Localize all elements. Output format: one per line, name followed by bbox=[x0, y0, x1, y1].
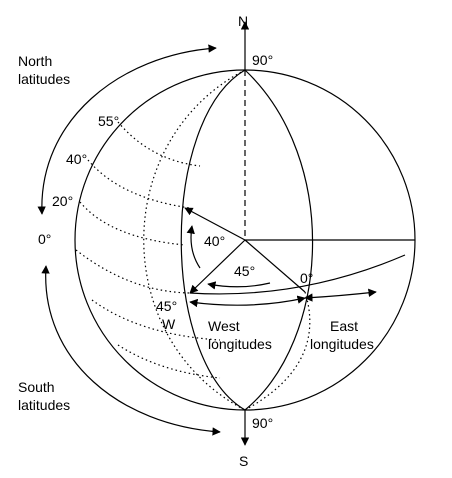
west-longitudes-line1: West bbox=[208, 318, 240, 334]
pole-top-label: 90° bbox=[252, 52, 273, 68]
south-latitudes-line2: latitudes bbox=[18, 397, 70, 413]
parallel-20 bbox=[79, 201, 186, 246]
west-longitudes-line2: longitudes bbox=[208, 336, 272, 352]
north-label: N bbox=[238, 13, 248, 29]
west-45-line1: 45° bbox=[156, 298, 177, 314]
lat-55-label: 55° bbox=[98, 113, 119, 129]
west-longitudes-arrow bbox=[189, 295, 306, 308]
angle-45-label: 45° bbox=[234, 263, 255, 279]
prime-0-label: 0° bbox=[300, 270, 313, 286]
east-meridian-hidden bbox=[244, 291, 311, 411]
lat-0-label: 0° bbox=[38, 231, 51, 247]
south-label: S bbox=[239, 453, 248, 469]
pole-bottom-label: 90° bbox=[252, 415, 273, 431]
prime-meridian bbox=[244, 69, 314, 411]
north-latitudes-line1: North bbox=[18, 53, 52, 69]
radius-to-prime bbox=[244, 239, 306, 293]
north-latitudes-line2: latitudes bbox=[18, 71, 70, 87]
south-latitudes-line1: South bbox=[18, 379, 55, 395]
east-longitudes-arrow bbox=[304, 288, 377, 302]
back-meridian bbox=[143, 69, 246, 411]
east-longitudes-line2: longitudes bbox=[310, 336, 374, 352]
equator-front bbox=[189, 254, 406, 295]
west-45-line2: W bbox=[162, 316, 176, 332]
angle-40-label: 40° bbox=[204, 233, 225, 249]
north-latitudes-arrow bbox=[37, 44, 217, 215]
angle-arc-45 bbox=[207, 281, 271, 290]
south-latitudes-arrow bbox=[41, 265, 221, 436]
lat-40-label: 40° bbox=[66, 151, 87, 167]
east-longitudes-line1: East bbox=[330, 318, 358, 334]
equator-back bbox=[75, 249, 191, 294]
parallel-55 bbox=[117, 121, 201, 167]
parallel-40 bbox=[87, 159, 191, 209]
lat-20-label: 20° bbox=[52, 193, 73, 209]
angle-arc-40 bbox=[186, 225, 201, 269]
